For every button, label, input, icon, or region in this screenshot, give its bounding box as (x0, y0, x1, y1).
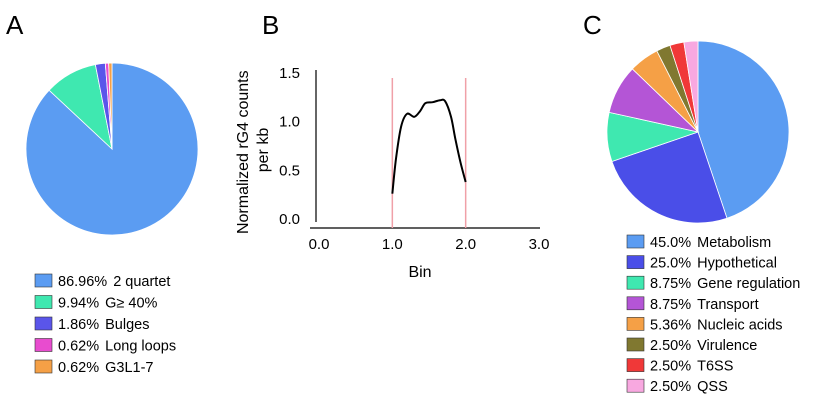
x-tick-label: 3.0 (529, 236, 550, 253)
legend-entry: 25.0% Hypothetical (650, 256, 777, 272)
legend-entry: 8.75% Transport (650, 297, 759, 313)
legend-percent: 45.0% (650, 235, 691, 251)
y-tick-labels: 0.0 0.5 1.0 1.5 (279, 65, 300, 228)
legend-swatch (34, 359, 53, 374)
legend-swatch (626, 296, 645, 311)
legend-label: G≥ 40% (105, 296, 157, 312)
legend-percent: 1.86% (58, 317, 99, 333)
legend-percent: 8.75% (650, 297, 691, 313)
legend-entry: 45.0% Metabolism (650, 235, 771, 251)
legend-swatch (626, 234, 645, 249)
legend-label: QSS (697, 379, 728, 395)
legend-entry: 0.62% G3L1-7 (58, 360, 154, 376)
legend-entry: 2.50% QSS (650, 379, 728, 395)
legend-label: G3L1-7 (105, 360, 153, 376)
panel-label-a: A (6, 10, 24, 40)
legend-percent: 86.96% (58, 274, 107, 290)
legend-label: T6SS (697, 359, 733, 375)
legend-percent: 2.50% (650, 379, 691, 395)
vertical-lines (391, 78, 467, 228)
y-tick-label: 0.5 (279, 162, 300, 179)
legend-percent: 0.62% (58, 360, 99, 376)
legend-percent: 8.75% (650, 276, 691, 292)
legend-a: 86.96% 2 quartet 9.94% G≥ 40% 1.86% Bulges 0.6… (34, 273, 176, 376)
x-tick-label: 2.0 (455, 236, 476, 253)
y-tick-label: 1.0 (279, 114, 300, 131)
y-axis-label: Normalized rG4 counts per kb (235, 66, 272, 234)
legend-percent: 25.0% (650, 256, 691, 272)
panel-label-c: C (583, 10, 602, 40)
legend-entry: 8.75% Gene regulation (650, 276, 800, 292)
y-tick-label: 0.0 (279, 211, 300, 228)
legend-percent: 2.50% (650, 338, 691, 354)
legend-label: 2 quartet (113, 274, 170, 290)
y-tick-label: 1.5 (279, 65, 300, 82)
legend-percent: 9.94% (58, 296, 99, 312)
pie-slice (611, 131, 728, 224)
legend-label: Bulges (105, 317, 149, 333)
legend-label: Nucleic acids (697, 317, 782, 333)
legend-label: Transport (697, 297, 759, 313)
legend-swatch (34, 316, 53, 331)
legend-percent: 2.50% (650, 359, 691, 375)
x-axis-label: Bin (408, 264, 431, 281)
legend-swatch (626, 275, 645, 290)
pie-chart-a (25, 62, 199, 236)
legend-swatch (34, 295, 53, 309)
legend-swatch (626, 358, 645, 372)
y-axis-label-line-2: per kb (255, 128, 272, 173)
legend-entry: 9.94% G≥ 40% (58, 296, 158, 312)
legend-label: Hypothetical (697, 256, 777, 272)
legend-entry: 2.50% T6SS (650, 359, 733, 375)
legend-swatch (34, 338, 53, 352)
x-tick-label: 0.0 (309, 236, 330, 253)
legend-swatch (626, 317, 645, 331)
y-axis-label-line-1: Normalized rG4 counts (235, 70, 252, 234)
legend-c: 45.0% Metabolism 25.0% Hypothetical 8.75% Gen… (626, 234, 800, 395)
pie-slice (108, 62, 113, 150)
legend-entry: 2.50% Virulence (650, 338, 757, 354)
legend-label: Gene regulation (697, 276, 800, 292)
legend-swatch (34, 273, 53, 288)
pie-chart-c (606, 40, 790, 224)
legend-label: Long loops (105, 339, 176, 355)
series-line (391, 98, 467, 194)
x-tick-label: 1.0 (382, 236, 403, 253)
legend-entry: 1.86% Bulges (58, 317, 149, 333)
legend-label: Metabolism (697, 235, 771, 251)
panel-label-b: B (262, 10, 279, 40)
legend-swatch (626, 378, 645, 393)
line-chart-b: 0.0 0.5 1.0 1.5 0.0 1.0 2.0 3.0 Bin Normalized… (235, 65, 549, 281)
legend-percent: 0.62% (58, 339, 99, 355)
legend-entry: 0.62% Long loops (58, 339, 176, 355)
pie-slice (683, 40, 699, 133)
legend-label: Virulence (697, 338, 757, 354)
legend-swatch (626, 255, 645, 269)
legend-percent: 5.36% (650, 317, 691, 333)
pie-slice (697, 40, 790, 219)
legend-entry: 86.96% 2 quartet (58, 274, 170, 290)
legend-swatch (626, 337, 645, 352)
x-tick-labels: 0.0 1.0 2.0 3.0 (309, 236, 550, 253)
legend-entry: 5.36% Nucleic acids (650, 317, 783, 333)
